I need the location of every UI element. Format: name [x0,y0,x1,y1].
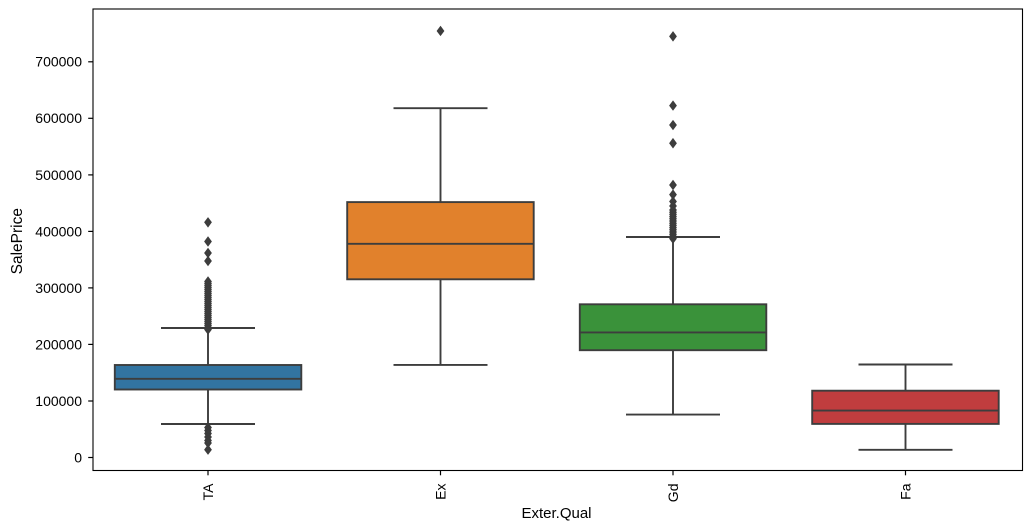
svg-text:500000: 500000 [35,167,82,183]
svg-text:600000: 600000 [35,110,82,126]
svg-text:Exter.Qual: Exter.Qual [521,505,591,522]
svg-text:Gd: Gd [665,484,681,503]
svg-text:400000: 400000 [35,223,82,239]
svg-text:200000: 200000 [35,336,82,352]
svg-text:Ex: Ex [433,484,449,500]
svg-text:Fa: Fa [898,483,914,500]
svg-text:100000: 100000 [35,393,82,409]
svg-text:300000: 300000 [35,280,82,296]
svg-text:TA: TA [200,483,216,501]
svg-text:0: 0 [74,449,82,465]
svg-text:700000: 700000 [35,54,82,70]
svg-text:SalePrice: SalePrice [9,208,26,274]
